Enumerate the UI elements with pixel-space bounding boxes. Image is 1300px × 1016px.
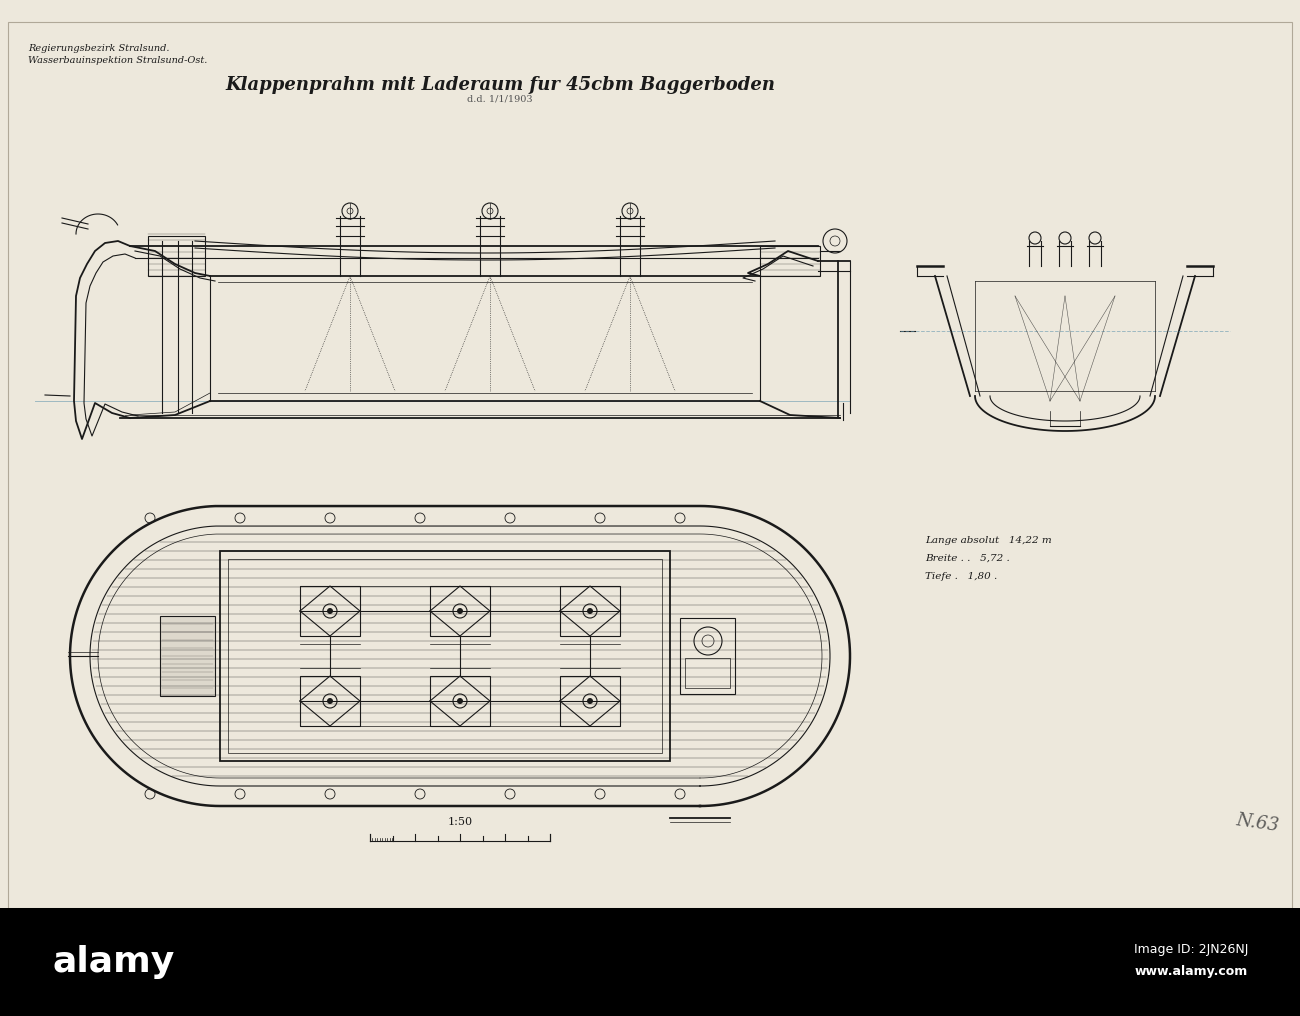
Bar — [227, 559, 662, 753]
Bar — [160, 616, 215, 696]
FancyBboxPatch shape — [8, 22, 1292, 908]
Circle shape — [458, 608, 463, 614]
Circle shape — [588, 608, 593, 614]
Text: 1:50: 1:50 — [447, 817, 473, 827]
Text: Tiefe .   1,80 .: Tiefe . 1,80 . — [926, 572, 997, 581]
Bar — [220, 551, 670, 761]
Bar — [148, 236, 205, 276]
Bar — [430, 676, 490, 726]
Bar — [680, 618, 734, 694]
Text: Wasserbauinspektion Stralsund-Ost.: Wasserbauinspektion Stralsund-Ost. — [29, 56, 208, 65]
Bar — [300, 676, 360, 726]
Text: d.d. 1/1/1903: d.d. 1/1/1903 — [467, 94, 533, 103]
Text: N.63: N.63 — [1235, 811, 1280, 835]
Bar — [300, 586, 360, 636]
Bar — [560, 676, 620, 726]
Bar — [760, 246, 820, 276]
Text: Regierungsbezirk Stralsund.: Regierungsbezirk Stralsund. — [29, 44, 169, 53]
Circle shape — [328, 698, 333, 704]
Text: Breite . .   5,72 .: Breite . . 5,72 . — [926, 554, 1010, 563]
Circle shape — [588, 698, 593, 704]
Bar — [430, 586, 490, 636]
Text: Lange absolut   14,22 m: Lange absolut 14,22 m — [926, 536, 1052, 545]
Text: Klappenprahm mit Laderaum fur 45cbm Baggerboden: Klappenprahm mit Laderaum fur 45cbm Bagg… — [225, 76, 775, 94]
Circle shape — [458, 698, 463, 704]
Text: Image ID: 2JN26NJ: Image ID: 2JN26NJ — [1134, 944, 1248, 956]
Bar — [560, 586, 620, 636]
Text: www.alamy.com: www.alamy.com — [1135, 965, 1248, 978]
Text: alamy: alamy — [52, 945, 174, 979]
Circle shape — [328, 608, 333, 614]
Bar — [0, 908, 1300, 1016]
Bar — [685, 658, 731, 688]
